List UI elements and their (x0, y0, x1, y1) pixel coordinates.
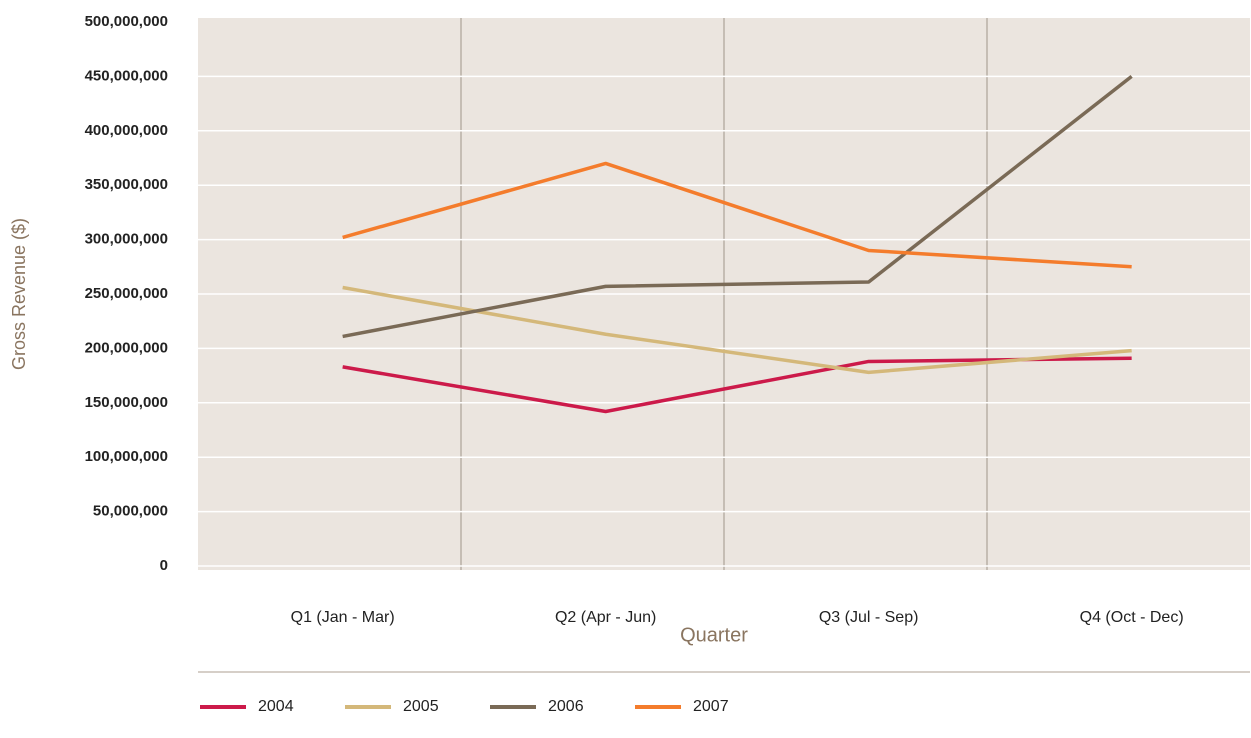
legend-label: 2004 (258, 698, 294, 715)
y-tick-label: 50,000,000 (93, 503, 168, 520)
y-tick-label: 450,000,000 (85, 67, 168, 84)
x-tick-label: Q2 (Apr - Jun) (555, 609, 656, 626)
series-line (342, 161, 1132, 269)
y-tick-label: 250,000,000 (85, 285, 168, 302)
x-tick-label: Q3 (Jul - Sep) (819, 609, 919, 626)
legend-label: 2006 (548, 698, 584, 715)
legend-label: 2005 (403, 698, 439, 715)
y-tick-label: 150,000,000 (85, 394, 168, 411)
y-tick-label: 200,000,000 (85, 339, 168, 356)
y-tick-label: 500,000,000 (85, 13, 168, 30)
y-tick-label: 350,000,000 (85, 176, 168, 193)
y-tick-label: 0 (160, 557, 168, 574)
y-tick-label: 100,000,000 (85, 448, 168, 465)
x-tick-label: Q1 (Jan - Mar) (291, 609, 395, 626)
y-axis-label: Gross Revenue ($) (9, 218, 29, 370)
y-tick-label: 400,000,000 (85, 122, 168, 139)
series-line (342, 75, 1133, 339)
y-tick-label: 300,000,000 (85, 231, 168, 248)
legend-label: 2007 (693, 698, 729, 715)
x-axis-label: Quarter (680, 624, 748, 646)
x-tick-label: Q4 (Oct - Dec) (1080, 609, 1184, 626)
